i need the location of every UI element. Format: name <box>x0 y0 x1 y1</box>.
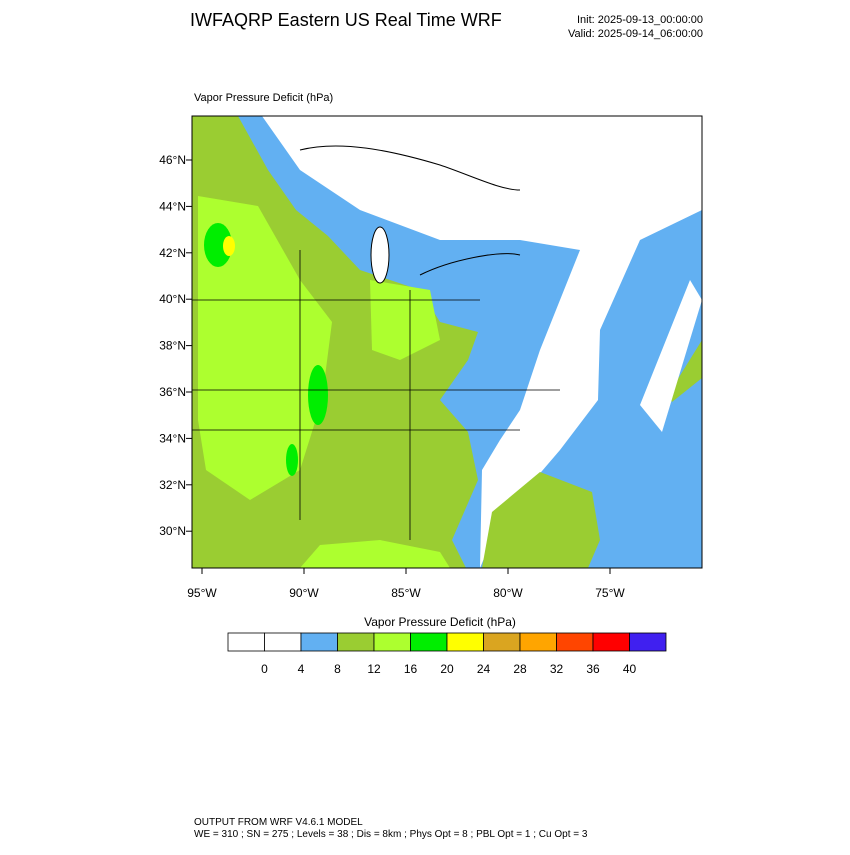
lon-label: 75°W <box>595 586 625 600</box>
colorbar-box <box>373 632 411 652</box>
colorbar-box <box>264 632 302 652</box>
region-yellow <box>223 236 235 256</box>
colorbar-label: 16 <box>404 662 418 676</box>
lon-label: 85°W <box>391 586 421 600</box>
lon-label: 90°W <box>289 586 319 600</box>
colorbar-label: 40 <box>623 662 637 676</box>
colorbar-box <box>410 632 448 652</box>
lat-label: 44°N <box>159 199 186 213</box>
region-green <box>286 444 298 476</box>
colorbar-box <box>519 632 557 652</box>
lat-label: 42°N <box>159 246 186 260</box>
colorbar-label: 4 <box>298 662 305 676</box>
lon-label: 95°W <box>187 586 217 600</box>
lat-label: 40°N <box>159 292 186 306</box>
colorbar-box <box>227 632 265 652</box>
lake-michigan <box>370 226 390 284</box>
lat-label: 46°N <box>159 153 186 167</box>
lat-label: 32°N <box>159 478 186 492</box>
colorbar-label: 8 <box>334 662 341 676</box>
field-label: Vapor Pressure Deficit (hPa) <box>194 92 333 104</box>
colorbar-box <box>592 632 630 652</box>
colorbar-title: Vapor Pressure Deficit (hPa) <box>364 615 516 629</box>
region-ocean-green <box>482 472 600 568</box>
lake-erie-shore <box>419 253 521 276</box>
region-gulf <box>300 540 450 568</box>
colorbar-label: 12 <box>367 662 381 676</box>
lat-labels: 46°N 44°N 42°N 40°N 38°N 36°N 34°N 32°N 30°N <box>159 153 192 538</box>
colorbar-box <box>629 632 667 652</box>
valid-time: Valid: 2025-09-14_06:00:00 <box>568 28 703 40</box>
init-time: Init: 2025-09-13_00:00:00 <box>577 14 703 26</box>
lake-superior-shore <box>299 145 521 191</box>
region-green <box>308 365 328 425</box>
map-frame <box>191 115 703 569</box>
lat-label: 38°N <box>159 339 186 353</box>
region-ocean <box>480 210 702 568</box>
colorbar-label: 24 <box>477 662 491 676</box>
colorbar-box <box>300 632 338 652</box>
title: IWFAQRP Eastern US Real Time WRF <box>190 10 502 30</box>
colorbar-box <box>446 632 484 652</box>
lon-labels: 95°W 90°W 85°W 80°W 75°W <box>187 568 625 600</box>
region-ocean-white <box>640 280 702 432</box>
colorbar-label: 28 <box>513 662 527 676</box>
state-borders <box>192 250 560 540</box>
map <box>191 115 703 569</box>
colorbar-label: 32 <box>550 662 564 676</box>
colorbar-label: 36 <box>586 662 600 676</box>
colorbar-box <box>337 632 375 652</box>
colorbar-box <box>556 632 594 652</box>
lat-label: 34°N <box>159 431 186 445</box>
region-green <box>204 223 232 267</box>
region-ocean-green <box>668 340 702 402</box>
lat-label: 30°N <box>159 524 186 538</box>
region-greenyellow <box>198 196 332 500</box>
colorbar: 0 4 8 12 16 20 24 28 32 36 40 <box>227 632 667 676</box>
lat-label: 36°N <box>159 385 186 399</box>
colorbar-box <box>483 632 521 652</box>
colorbar-label: 0 <box>261 662 268 676</box>
footer-line: WE = 310 ; SN = 275 ; Levels = 38 ; Dis … <box>194 829 588 840</box>
colorbar-label: 20 <box>440 662 454 676</box>
lon-label: 80°W <box>493 586 523 600</box>
footer-line: OUTPUT FROM WRF V4.6.1 MODEL <box>194 817 363 828</box>
